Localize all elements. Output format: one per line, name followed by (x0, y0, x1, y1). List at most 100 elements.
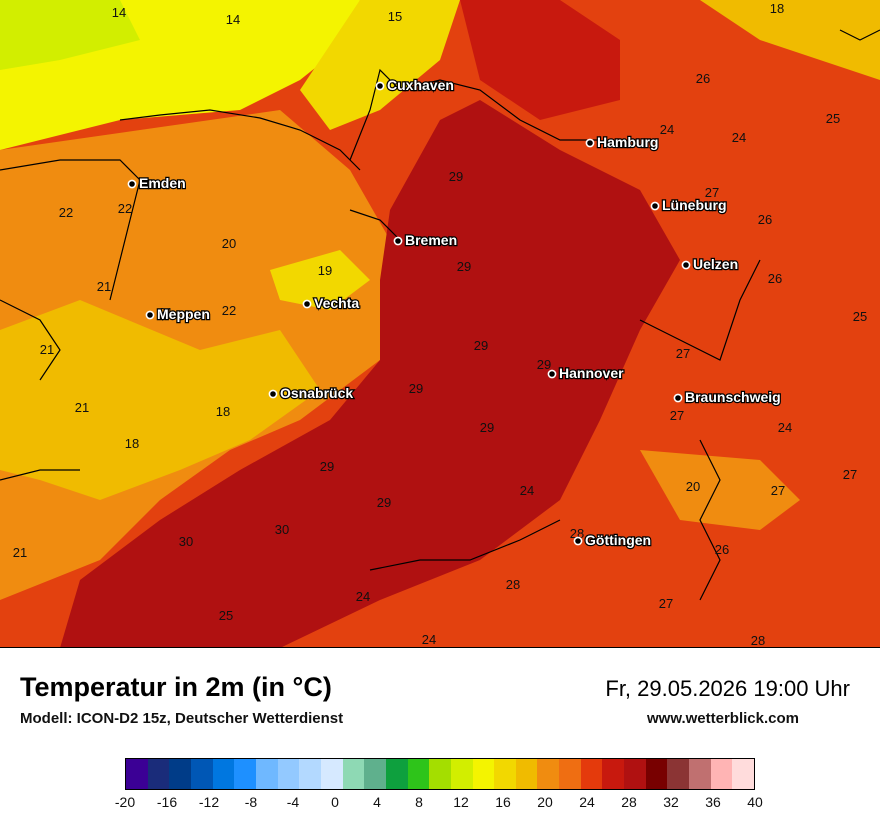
legend-tick-label: -16 (156, 794, 178, 810)
city-cuxhaven[interactable]: Cuxhaven (375, 76, 455, 94)
color-legend (125, 758, 755, 790)
temperature-value: 24 (660, 122, 674, 137)
legend-swatch (602, 759, 625, 789)
legend-swatch (472, 759, 495, 789)
city-dot (393, 236, 403, 246)
legend-swatch (645, 759, 668, 789)
legend-swatch (212, 759, 235, 789)
city-emden[interactable]: Emden (127, 174, 187, 192)
city-label: Bremen (405, 232, 457, 248)
legend-swatch (277, 759, 300, 789)
city-uelzen[interactable]: Uelzen (681, 255, 739, 273)
legend-swatch (559, 759, 581, 789)
temperature-zone-northeast (700, 0, 880, 80)
city-vechta[interactable]: Vechta (302, 294, 361, 312)
city-bremen[interactable]: Bremen (393, 231, 458, 249)
city-label: Hamburg (597, 134, 658, 150)
city-dot (127, 179, 137, 189)
legend-swatch (299, 759, 321, 789)
legend-swatch (126, 759, 148, 789)
legend-swatch (407, 759, 430, 789)
temperature-value: 28 (570, 526, 584, 541)
temperature-value: 24 (732, 130, 746, 145)
city-dot (681, 260, 691, 270)
temperature-value: 28 (506, 577, 520, 592)
city-label: Emden (139, 175, 186, 191)
legend-tick-label: 20 (537, 794, 553, 810)
legend-tick-label: 4 (373, 794, 381, 810)
temperature-value: 29 (320, 459, 334, 474)
city-osnabrück[interactable]: Osnabrück (268, 384, 355, 402)
city-göttingen[interactable]: Göttingen (573, 531, 652, 549)
temperature-value: 22 (59, 205, 73, 220)
temperature-value: 24 (422, 632, 436, 647)
temperature-zone-southeast (640, 450, 800, 530)
temperature-value: 21 (40, 342, 54, 357)
temperature-value: 21 (75, 400, 89, 415)
temperature-value: 22 (118, 201, 132, 216)
temperature-map[interactable]: 14 14 15 18 26 24 24 25 22 22 20 29 27 26 19 29 26 21 21 22… (0, 0, 880, 648)
city-dot (573, 536, 583, 546)
temperature-value: 21 (97, 279, 111, 294)
temperature-value: 28 (751, 633, 765, 648)
temperature-zone-elbe (460, 0, 620, 120)
city-label: Hannover (559, 365, 624, 381)
legend-swatch (494, 759, 516, 789)
website-link[interactable]: www.wetterblick.com (647, 710, 799, 727)
map-title: Temperatur in 2m (in °C) (20, 672, 332, 702)
temperature-value: 26 (768, 271, 782, 286)
temperature-value: 18 (216, 404, 230, 419)
temperature-zone-lime (0, 0, 140, 70)
legend-swatch (364, 759, 386, 789)
city-label: Vechta (314, 295, 359, 311)
city-lüneburg[interactable]: Lüneburg (650, 196, 728, 214)
city-hamburg[interactable]: Hamburg (585, 133, 660, 151)
legend-swatch (732, 759, 755, 789)
temperature-value: 24 (356, 589, 370, 604)
temperature-value: 29 (449, 169, 463, 184)
temperature-value: 29 (537, 357, 551, 372)
legend-tick-label: 8 (415, 794, 423, 810)
temperature-value: 18 (770, 1, 784, 16)
temperature-zone-hot (60, 100, 680, 647)
city-label: Braunschweig (685, 389, 781, 405)
city-braunschweig[interactable]: Braunschweig (673, 388, 782, 406)
temperature-value: 14 (226, 12, 240, 27)
legend-tick-label: -20 (114, 794, 136, 810)
city-hannover[interactable]: Hannover (547, 364, 625, 382)
city-label: Osnabrück (280, 385, 353, 401)
temperature-zone-vechta (270, 250, 370, 310)
legend-ticks: -20 -16 -12 -8 -4 0 4 8 12 16 20 24 28 32 36 40 (115, 794, 763, 814)
legend-tick-label: 32 (663, 794, 679, 810)
legend-swatch (515, 759, 538, 789)
temperature-value: 25 (853, 309, 867, 324)
legend-tick-label: 16 (495, 794, 511, 810)
temperature-value: 30 (179, 534, 193, 549)
city-label: Cuxhaven (387, 77, 454, 93)
city-dot (268, 389, 278, 399)
legend-swatch (385, 759, 408, 789)
temperature-value: 29 (377, 495, 391, 510)
legend-swatch (147, 759, 170, 789)
temperature-value: 27 (771, 483, 785, 498)
city-meppen[interactable]: Meppen (145, 305, 211, 323)
temperature-value: 25 (826, 111, 840, 126)
temperature-value: 25 (219, 608, 233, 623)
temperature-values: 14 14 15 18 26 24 24 25 22 22 20 29 27 26 19 29 26 21 21 22… (13, 1, 867, 648)
forecast-datetime: Fr, 29.05.2026 19:00 Uhr (605, 676, 850, 701)
legend-swatch (689, 759, 711, 789)
legend-tick-label: 40 (747, 794, 763, 810)
city-markers: Cuxhaven Hamburg Emden Lüneburg Bremen Uelzen… (127, 76, 782, 549)
temperature-value: 22 (222, 303, 236, 318)
temperature-value: 30 (275, 522, 289, 537)
legend-tick-label: -8 (244, 794, 258, 810)
city-dot (585, 138, 595, 148)
legend-tick-label: 28 (621, 794, 637, 810)
temperature-value: 27 (705, 185, 719, 200)
legend-swatch (234, 759, 256, 789)
temperature-value: 20 (686, 479, 700, 494)
city-label: Göttingen (585, 532, 651, 548)
temperature-value: 24 (778, 420, 792, 435)
temperature-value: 29 (457, 259, 471, 274)
legend-swatch (255, 759, 278, 789)
